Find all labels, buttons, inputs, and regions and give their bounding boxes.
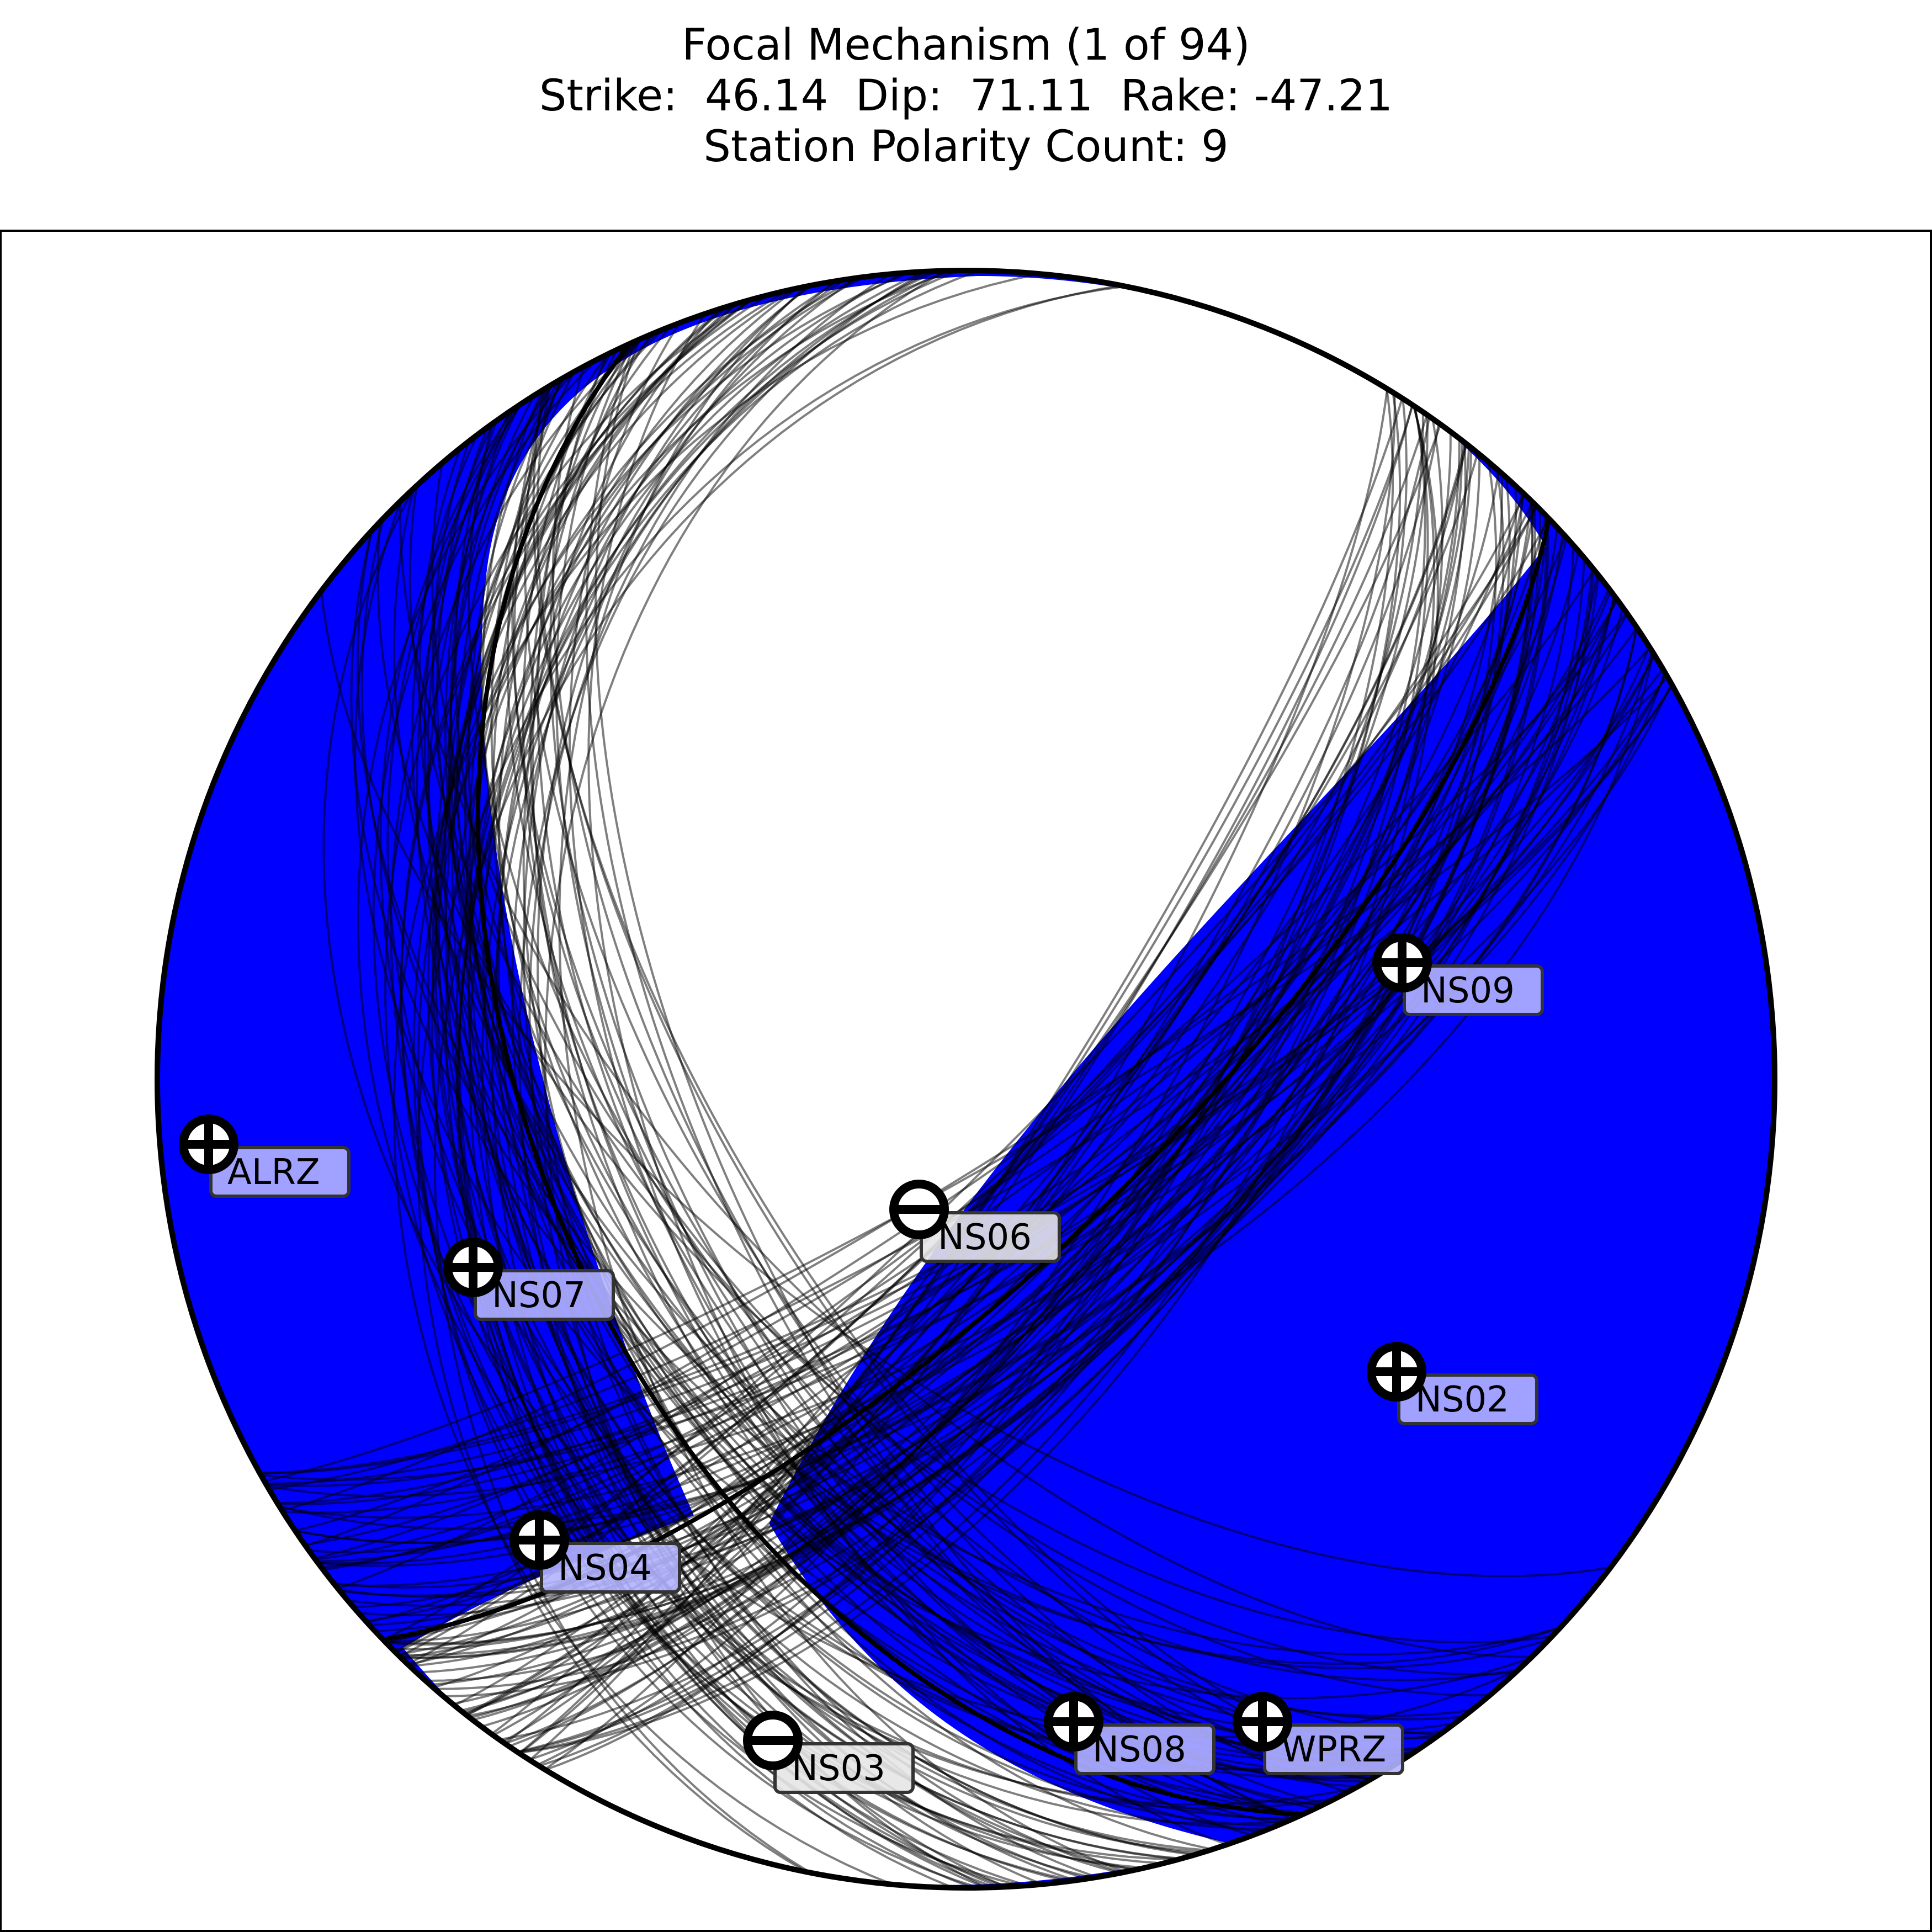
nodal-line-solution [465,303,1198,1855]
nodal-line-solution [537,280,1097,1878]
nodal-line-solution [386,515,1548,1646]
nodal-line-solution [360,518,1549,1670]
nodal-line-solution [417,269,979,1889]
station-marker-wprz: WPRZ [1233,1692,1404,1775]
nodal-line-solution [264,676,1669,1483]
nodal-line-solution [517,406,1429,1753]
nodal-line-solution [529,342,1302,1817]
nodal-line-solution [502,416,1431,1743]
beachball [155,268,1777,1891]
nodal-line-solution [431,463,1490,1697]
nodal-line-solution [259,684,1674,1474]
nodal-line-solution [568,322,1253,1837]
nodal-line-solution [497,284,1121,1874]
title-line-polarity-count: Station Polarity Count: 9 [703,122,1229,172]
nodal-line-solution [436,427,1445,1735]
dilatation-quadrant-upper [481,276,1546,1598]
nodal-line-solution [320,591,1611,1578]
nodal-line-solution [482,287,1135,1871]
nodal-line-solution [537,393,1396,1766]
station-label: NS07 [492,1275,586,1316]
nodal-line-solution [468,270,995,1888]
nodal-line-solution [451,331,1276,1827]
nodal-line-solution [418,448,1472,1717]
nodal-line-solution [536,385,1383,1774]
nodal-line-solution [269,668,1664,1491]
nodal-line-solution [506,379,1372,1780]
station-marker-ns06: NS06 [889,1180,1061,1263]
nodal-line-solution [481,269,986,1889]
chart-title: Focal Mechanism (1 of 94) Strike: 46.14 … [0,20,1932,172]
nodal-line-solution [587,313,1228,1846]
station-marker-ns08: NS08 [1044,1692,1216,1775]
station-marker-ns03: NS03 [743,1711,915,1794]
nodal-line-solution [457,269,973,1889]
nodal-line-solution [426,410,1422,1753]
nodal-line-solution [304,613,1628,1546]
nodal-line-solution [317,596,1616,1565]
nodal-line-solution [392,273,1040,1886]
station-label: ALRZ [227,1152,320,1193]
nodal-line-solution [532,389,1389,1770]
nodal-line-solution [321,590,1612,1569]
nodal-line-solution [295,627,1638,1544]
nodal-line-solution [394,506,1538,1653]
nodal-line-solution [314,599,1618,1560]
nodal-line-solution [522,352,1322,1807]
nodal-line-solution [399,501,1533,1658]
nodal-line-solution [452,454,1481,1705]
nodal-line-solution [492,423,1440,1737]
nodal-line-solution [282,646,1651,1512]
nodal-line-solution [432,440,1463,1721]
nodal-line-solution [495,278,1088,1880]
station-marker-ns09: NS09 [1372,933,1544,1016]
station-label: NS09 [1421,970,1515,1011]
nodal-line-solution [544,269,987,1889]
station-label: NS04 [558,1548,652,1589]
nodal-line-solution [407,493,1526,1665]
title-line-strike-dip-rake: Strike: 46.14 Dip: 71.11 Rake: -47.21 [539,71,1393,121]
nodal-line-solution [517,406,1426,1753]
nodal-line-solution [434,328,1270,1830]
station-label: WPRZ [1281,1729,1386,1770]
nodal-line-solution [531,333,1282,1825]
station-label: NS08 [1092,1729,1186,1770]
nodal-line-solution [434,469,1505,1690]
nodal-line-solution [411,434,1456,1734]
nodal-line-solution [305,612,1628,1547]
nodal-line-solution [317,596,1616,1563]
nodal-line-solution [412,271,1022,1887]
station-markers: ALRZ NS07 NS04 NS03 NS06 NS08 WPRZ NS02 NS09 [179,933,1544,1794]
station-marker-alrz: ALRZ [179,1114,351,1198]
station-label: NS02 [1415,1379,1509,1420]
nodal-line-solution [323,588,1610,1571]
nodal-line-solution [376,522,1552,1644]
station-marker-ns02: NS02 [1367,1342,1538,1425]
nodal-line-solution [295,627,1638,1532]
nodal-line-solution [551,366,1349,1793]
station-label: NS03 [792,1748,885,1789]
title-line-mechanism: Focal Mechanism (1 of 94) [682,20,1250,70]
preferred-auxiliary-plane [475,342,1303,1817]
nodal-line-solution [529,398,1408,1761]
station-marker-ns04: NS04 [509,1510,681,1594]
station-marker-ns07: NS07 [443,1238,615,1321]
nodal-line-solution [433,284,1122,1874]
focal-sphere-outline [155,268,1777,1891]
station-label: NS06 [938,1217,1032,1258]
